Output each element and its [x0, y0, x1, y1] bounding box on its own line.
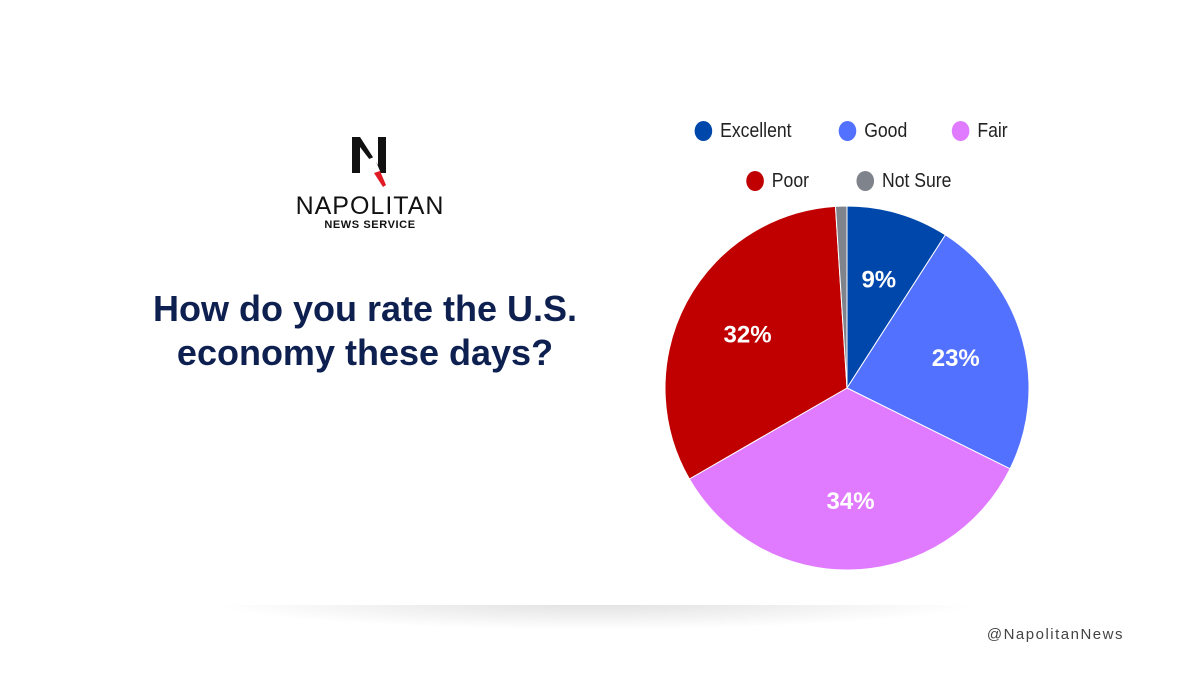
legend-label: Poor	[772, 169, 810, 192]
legend-item-fair: Fair	[952, 120, 1008, 143]
legend-swatch	[839, 121, 857, 141]
legend: Excellent Good Fair Poor Not Sure	[640, 106, 1060, 206]
brand-subtitle: NEWS SERVICE	[324, 219, 416, 231]
social-handle: @NapolitanNews	[986, 626, 1124, 643]
legend-label: Excellent	[720, 119, 792, 142]
legend-item-not-sure: Not Sure	[856, 170, 951, 193]
napolitan-logo-icon	[352, 137, 386, 187]
data-label: 23%	[932, 345, 980, 372]
data-label: 32%	[724, 322, 772, 349]
pie-slice-not-sure	[834, 205, 848, 389]
legend-swatch	[746, 171, 765, 191]
legend-label: Good	[864, 119, 908, 142]
legend-label: Fair	[977, 119, 1008, 142]
legend-label: Not Sure	[881, 169, 952, 192]
brand-name: NAPOLITAN	[295, 192, 445, 220]
card-shadow	[200, 600, 990, 630]
chart-question: How do you rate the U.S. economy these d…	[152, 288, 578, 373]
legend-swatch	[952, 121, 970, 141]
legend-item-good: Good	[839, 120, 908, 143]
legend-swatch	[856, 171, 874, 191]
data-label: 9%	[861, 267, 896, 294]
legend-item-excellent: Excellent	[694, 119, 792, 143]
pie-slice-fair	[688, 387, 1011, 571]
legend-item-poor: Poor	[746, 169, 810, 193]
logo: NAPOLITAN NEWS SERVICE	[285, 135, 455, 231]
pie-slice-excellent	[846, 205, 947, 390]
pie-slice-poor	[664, 205, 848, 480]
legend-swatch	[694, 121, 713, 141]
data-label: 34%	[827, 488, 875, 515]
